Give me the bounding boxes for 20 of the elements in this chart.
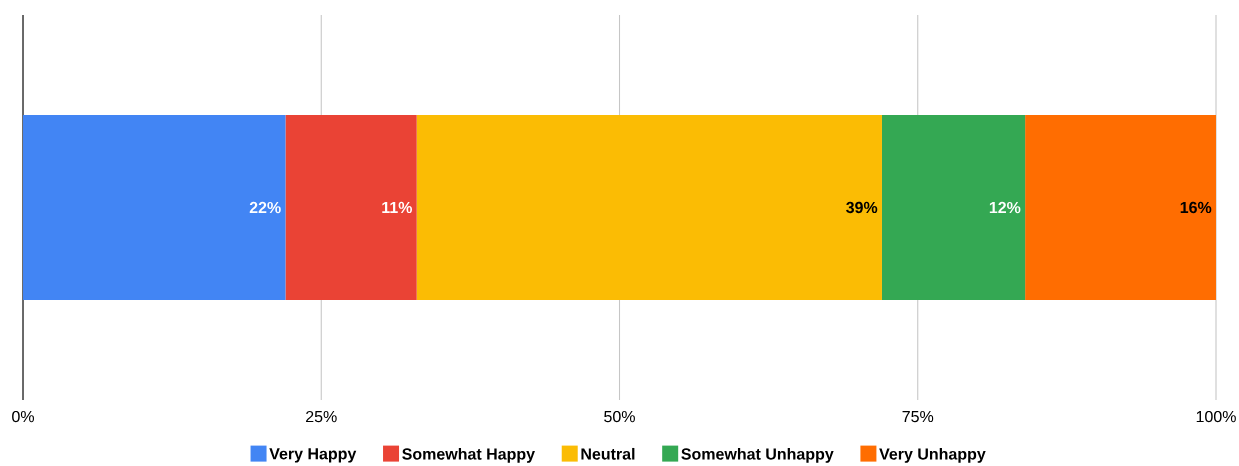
bar [881,115,1026,300]
legend-label: Somewhat Happy [402,447,535,463]
x-tick-label: 75% [902,410,934,423]
data-label: 39% [846,201,878,214]
data-label: 16% [1180,201,1212,214]
bar [285,115,417,300]
data-label: 12% [989,201,1021,214]
data-label: 11% [382,201,412,214]
data-label: 22% [249,201,281,214]
x-tick-label: 25% [306,410,337,423]
x-tick-label: 50% [604,410,635,423]
x-tick-label: 100% [1196,410,1236,423]
bar [1025,115,1216,300]
legend-label: Somewhat Unhappy [681,447,834,463]
x-tick-label: 0% [12,410,34,423]
bar [23,115,286,300]
bar [416,115,882,300]
legend-label: Very Unhappy [879,447,986,463]
legend-label: Neutral [581,447,635,460]
legend-label: Very Happy [269,448,357,463]
